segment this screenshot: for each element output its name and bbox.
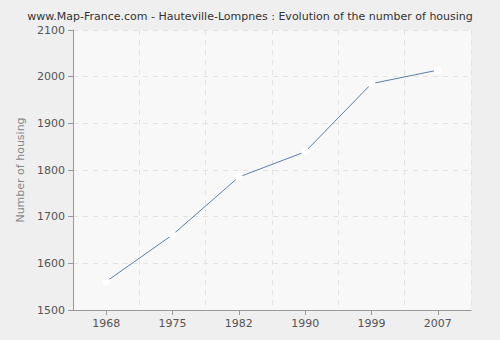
svg-text:1982: 1982	[225, 317, 253, 330]
svg-text:2100: 2100	[37, 24, 65, 37]
svg-text:1999: 1999	[358, 317, 386, 330]
svg-text:www.Map-France.com - Hautevill: www.Map-France.com - Hauteville-Lompnes …	[27, 10, 473, 23]
svg-text:1700: 1700	[37, 210, 65, 223]
svg-text:1500: 1500	[37, 304, 65, 317]
svg-text:1975: 1975	[159, 317, 187, 330]
svg-text:1968: 1968	[92, 317, 120, 330]
svg-text:Number of housing: Number of housing	[14, 117, 27, 222]
svg-text:2000: 2000	[37, 70, 65, 83]
svg-text:1990: 1990	[291, 317, 319, 330]
svg-text:1600: 1600	[37, 257, 65, 270]
svg-text:2007: 2007	[424, 317, 452, 330]
svg-text:1900: 1900	[37, 117, 65, 130]
svg-text:1800: 1800	[37, 164, 65, 177]
